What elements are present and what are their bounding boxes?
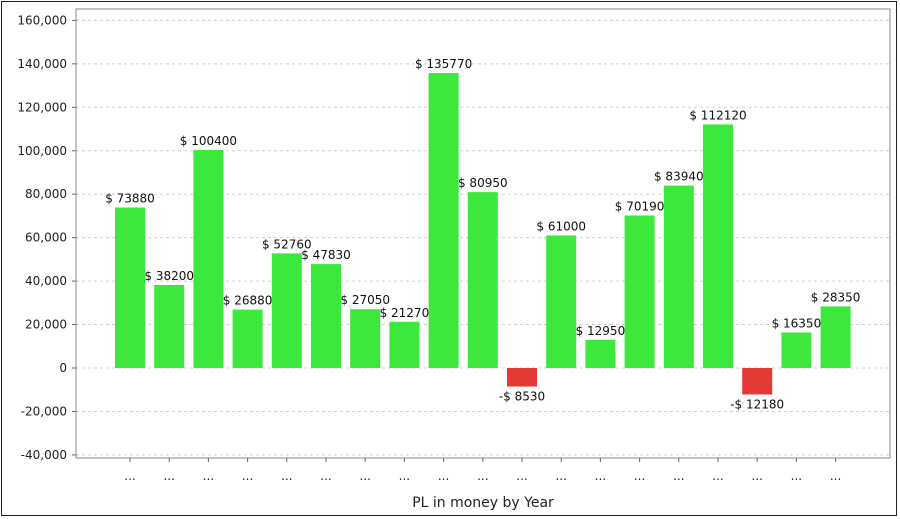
data-label: $ 83940: [654, 170, 704, 184]
data-label: $ 61000: [536, 219, 586, 233]
y-tick-label: 120,000: [17, 100, 67, 114]
x-tick-label: ...: [242, 469, 253, 483]
x-tick-label: ...: [203, 469, 214, 483]
x-tick-label: ...: [516, 469, 527, 483]
bar: [781, 332, 812, 368]
x-tick-label: ...: [791, 469, 802, 483]
bar: [232, 309, 263, 368]
x-tick-label: ...: [751, 469, 762, 483]
bar: [663, 185, 694, 368]
data-label: $ 112120: [689, 108, 746, 122]
bar: [311, 264, 341, 368]
y-tick-label: 40,000: [25, 274, 67, 288]
x-tick-label: ...: [438, 469, 449, 483]
data-label: $ 135770: [415, 57, 472, 71]
bar: [271, 253, 302, 368]
y-tick-label: 60,000: [25, 231, 67, 245]
data-label: $ 12950: [576, 324, 626, 338]
bar: [703, 124, 733, 368]
bar: [154, 285, 185, 368]
data-label: $ 27050: [340, 293, 390, 307]
data-label: $ 70190: [615, 200, 665, 214]
x-axis-title: PL in money by Year: [412, 495, 554, 511]
bar: [428, 73, 459, 368]
data-labels: $ 73880 $ 38200 $ 100400 $ 26880 $ 52760$ 47…: [105, 57, 860, 411]
y-tick-label: 100,000: [17, 144, 67, 158]
x-tick-label: ...: [595, 469, 606, 483]
bars: [115, 73, 851, 395]
data-label: $ 16350: [772, 316, 822, 330]
bar: [820, 306, 851, 368]
x-tick-label: ...: [634, 469, 645, 483]
bar: [624, 215, 655, 368]
data-label: $ 38200: [144, 269, 194, 283]
x-tick-label: ...: [399, 469, 410, 483]
x-tick-label: ...: [712, 469, 723, 483]
bar: [585, 339, 616, 368]
data-label: $ 100400: [180, 134, 237, 148]
y-tick-label: 80,000: [25, 187, 67, 201]
data-label: -$ 8530: [499, 390, 545, 404]
x-tick-label: ...: [124, 469, 135, 483]
data-label: $ 80950: [458, 176, 508, 190]
y-tick-label: 0: [59, 361, 67, 375]
data-label: $ 26880: [223, 294, 273, 308]
y-axis: -40,000 -20,000 0 20,000 40,000 60,000 80,000 1…: [17, 13, 76, 462]
bar: [193, 149, 224, 368]
x-axis: ........................................…: [124, 458, 841, 483]
bar: [467, 192, 498, 368]
x-tick-label: ...: [163, 469, 174, 483]
bar: [742, 368, 773, 395]
y-tick-label: 20,000: [25, 318, 67, 332]
y-tick-label: -40,000: [21, 448, 67, 462]
y-tick-label: 140,000: [17, 57, 67, 71]
x-tick-label: ...: [359, 469, 370, 483]
y-tick-label: -20,000: [21, 404, 67, 418]
x-tick-label: ...: [555, 469, 566, 483]
data-label: $ 73880: [105, 191, 155, 205]
data-label: $ 28350: [811, 290, 861, 304]
y-tick-label: 160,000: [17, 13, 67, 27]
data-label: -$ 12180: [730, 397, 784, 411]
bar: [350, 309, 381, 368]
x-tick-label: ...: [477, 469, 488, 483]
x-tick-label: ...: [830, 469, 841, 483]
data-label: $ 21270: [380, 306, 430, 320]
bar: [389, 321, 420, 368]
x-tick-label: ...: [320, 469, 331, 483]
x-tick-label: ...: [673, 469, 684, 483]
data-label: $ 47830: [301, 248, 351, 262]
x-tick-label: ...: [281, 469, 292, 483]
bar: [546, 235, 577, 368]
bar: [115, 207, 145, 368]
data-label: $ 52760: [262, 237, 312, 251]
bar: [507, 368, 537, 387]
